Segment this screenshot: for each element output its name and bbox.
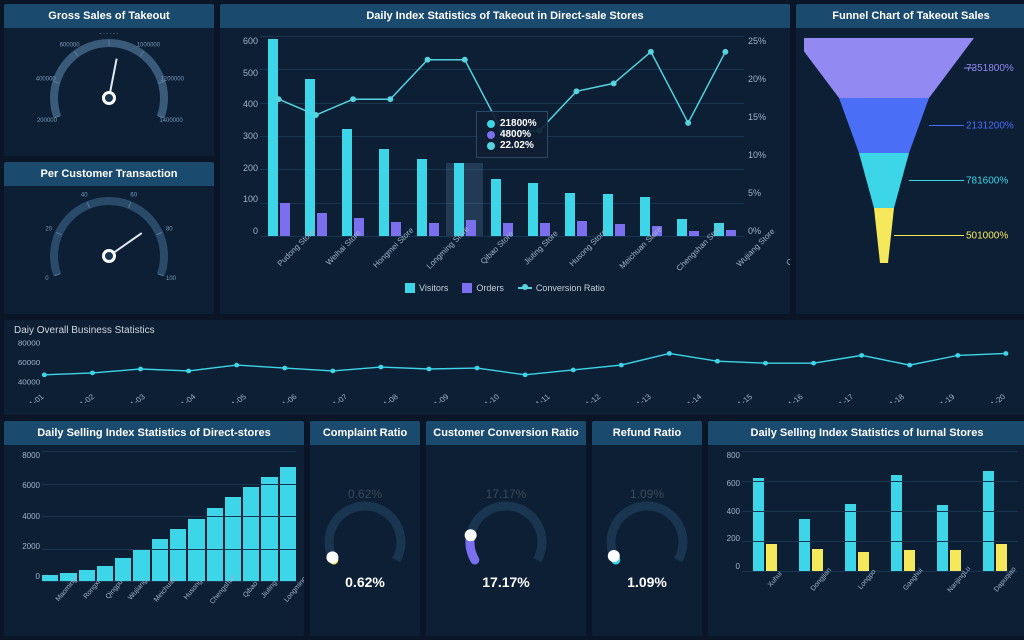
funnel-title: Funnel Chart of Takeout Sales — [796, 4, 1024, 28]
business-panel: Daiy Overall Business Statistics 80000 60… — [4, 320, 1024, 415]
iurnal-panel: Daily Selling Index Statistics of Iurnal… — [708, 421, 1024, 636]
gross-sales-panel: Gross Sales of Takeout 200000 400000 600… — [4, 4, 214, 156]
refund-gauge: 1.09% 1.09% — [592, 445, 702, 632]
svg-text:20: 20 — [45, 226, 52, 232]
chart-tooltip: 21800%4800%22.02% — [476, 111, 548, 158]
svg-text:11-06: 11-06 — [277, 392, 298, 403]
gross-title: Gross Sales of Takeout — [4, 4, 214, 28]
svg-text:11-03: 11-03 — [125, 392, 146, 403]
svg-text:11-14: 11-14 — [682, 392, 704, 403]
business-title: Daiy Overall Business Statistics — [4, 320, 1024, 336]
svg-text:60000: 60000 — [18, 358, 40, 367]
iurnal-title: Daily Selling Index Statistics of Iurnal… — [708, 421, 1024, 445]
business-chart[interactable]: 80000 60000 40000 11-01 11-02 11-03 11-04 11-05… — [4, 336, 1024, 407]
svg-text:1200000: 1200000 — [161, 76, 185, 82]
funnel-chart: 7351800% 2131200% 781600% 501000% — [796, 28, 1024, 310]
svg-text:11-12: 11-12 — [581, 392, 602, 403]
svg-text:11-16: 11-16 — [783, 392, 804, 403]
conversion-title: Customer Conversion Ratio — [426, 421, 586, 445]
main-x-labels: Pudong StoreWeihai StoreHongmei StoreLon… — [260, 236, 744, 281]
iurnal-bars[interactable]: 8006004002000 — [742, 451, 1018, 571]
per-customer-gauge: 0 20 40 60 80 100 — [4, 186, 214, 310]
svg-text:80000: 80000 — [18, 340, 40, 347]
bottom-row: Daily Selling Index Statistics of Direct… — [4, 421, 1024, 636]
svg-text:0: 0 — [45, 276, 49, 282]
refund-title: Refund Ratio — [592, 421, 702, 445]
main-y2-axis: 25%20%15%10%5%0% — [748, 36, 778, 236]
svg-text:11-07: 11-07 — [328, 392, 349, 403]
svg-text:11-11: 11-11 — [531, 392, 552, 403]
direct-bars[interactable]: 80006000400020000 — [42, 451, 296, 581]
svg-text:11-15: 11-15 — [733, 392, 754, 403]
gross-gauge: 200000 400000 600000 800000 1000000 1200… — [4, 28, 214, 152]
complaint-gauge: 0.62% 0.62% — [310, 445, 420, 632]
svg-text:11-05: 11-05 — [227, 392, 248, 403]
per-customer-panel: Per Customer Transaction 0 20 40 60 80 1… — [4, 162, 214, 314]
svg-text:11-02: 11-02 — [75, 392, 96, 403]
svg-text:501000%: 501000% — [966, 231, 1008, 242]
direct-stores-panel: Daily Selling Index Statistics of Direct… — [4, 421, 304, 636]
svg-text:1000000: 1000000 — [137, 42, 161, 48]
refund-panel: Refund Ratio 1.09% 1.09% — [592, 421, 702, 636]
main-title: Daily Index Statistics of Takeout in Dir… — [220, 4, 790, 28]
per-customer-title: Per Customer Transaction — [4, 162, 214, 186]
svg-text:11-18: 11-18 — [885, 392, 906, 403]
svg-text:11-10: 11-10 — [480, 392, 501, 403]
main-bar-area[interactable]: 6005004003002001000 25%20%15%10%5%0% 218… — [260, 36, 744, 236]
svg-text:11-01: 11-01 — [24, 392, 45, 403]
svg-text:60: 60 — [130, 192, 137, 198]
svg-text:80: 80 — [166, 226, 173, 232]
svg-text:7351800%: 7351800% — [966, 63, 1014, 74]
svg-text:11-08: 11-08 — [379, 392, 400, 403]
svg-text:11-17: 11-17 — [834, 392, 855, 403]
svg-text:200000: 200000 — [37, 118, 58, 124]
complaint-title: Complaint Ratio — [310, 421, 420, 445]
main-chart-panel: Daily Index Statistics of Takeout in Dir… — [220, 4, 790, 314]
main-y-axis: 6005004003002001000 — [232, 36, 258, 236]
svg-text:100: 100 — [166, 276, 177, 282]
complaint-panel: Complaint Ratio 0.62% 0.62% — [310, 421, 420, 636]
left-gauges: Gross Sales of Takeout 200000 400000 600… — [4, 4, 214, 314]
svg-text:781600%: 781600% — [966, 176, 1008, 187]
svg-text:600000: 600000 — [60, 42, 81, 48]
svg-text:400000: 400000 — [36, 76, 57, 82]
conversion-panel: Customer Conversion Ratio 17.17% 17.17% — [426, 421, 586, 636]
svg-text:11-04: 11-04 — [176, 392, 198, 403]
direct-title: Daily Selling Index Statistics of Direct… — [4, 421, 304, 445]
svg-text:1400000: 1400000 — [159, 118, 183, 124]
svg-text:2131200%: 2131200% — [966, 121, 1014, 132]
conversion-gauge: 17.17% 17.17% — [426, 445, 586, 632]
svg-text:800000: 800000 — [99, 33, 120, 36]
funnel-panel: Funnel Chart of Takeout Sales 7351800% 21… — [796, 4, 1024, 314]
svg-text:11-09: 11-09 — [429, 392, 450, 403]
svg-text:40: 40 — [81, 192, 88, 198]
svg-text:11-13: 11-13 — [632, 392, 653, 403]
svg-text:11-19: 11-19 — [935, 392, 956, 403]
svg-text:11-20: 11-20 — [986, 392, 1007, 403]
svg-text:40000: 40000 — [18, 378, 40, 387]
